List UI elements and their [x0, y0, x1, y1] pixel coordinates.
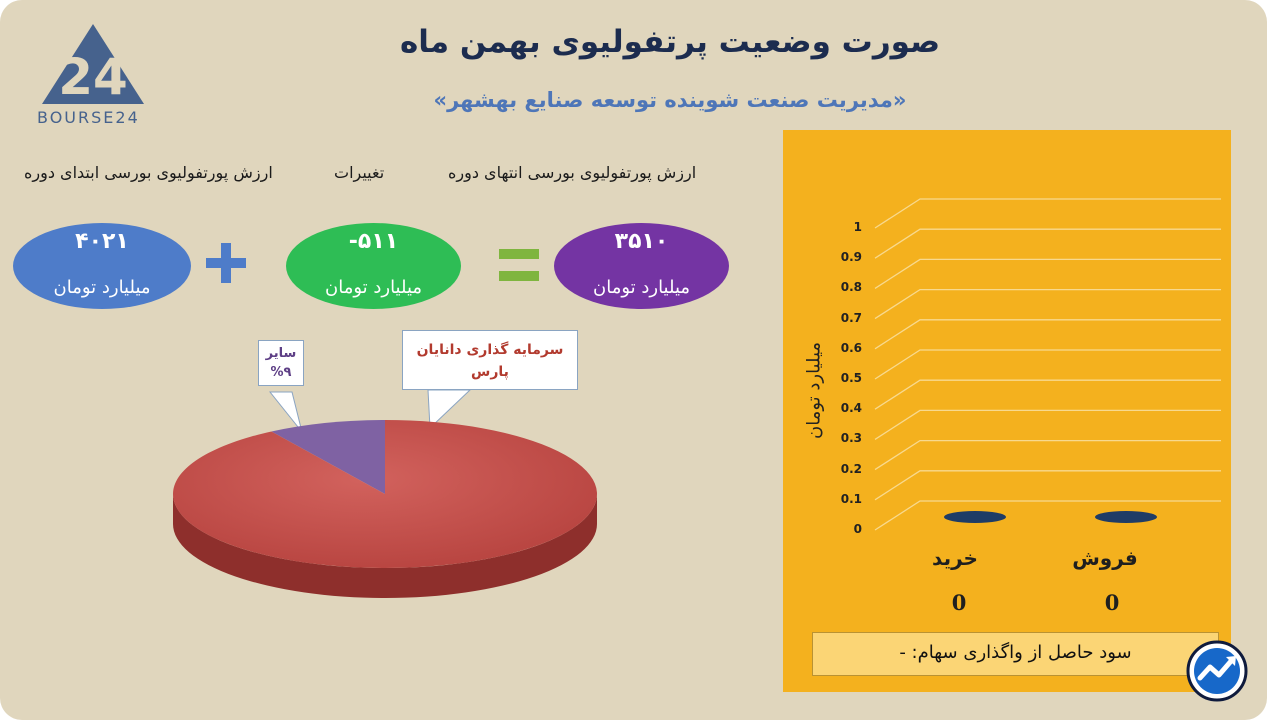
y-tick-label: 0.4	[840, 401, 862, 416]
pie-slice-other	[271, 420, 385, 494]
start-value: ۴۰۲۱	[75, 229, 129, 254]
start-value-label: ارزش پورتفولیوی بورسی ابتدای دوره	[24, 163, 273, 182]
pie-label-other-value: %۹	[270, 365, 292, 380]
y-axis-label: میلیارد تومان	[803, 341, 825, 440]
sale-profit-text: سود حاصل از واگذاری سهام: -	[899, 642, 1132, 663]
y-tick-label: 1	[853, 220, 862, 234]
category-sell: فروش	[1072, 546, 1138, 570]
pie-slice-main	[173, 420, 597, 568]
end-value-label: ارزش پورتفولیوی بورسی انتهای دوره	[448, 163, 697, 182]
y-tick-label: 0.2	[840, 461, 862, 476]
change-label: تغییرات	[334, 163, 385, 182]
y-tick-label: 0.1	[840, 491, 862, 506]
end-value-oval: ۳۵۱۰ میلیارد تومان	[554, 223, 729, 309]
change-unit: میلیارد تومان	[324, 277, 423, 298]
page-subtitle: «مدیریت صنعت شوینده توسعه صنایع بهشهر»	[433, 88, 907, 112]
category-buy: خرید	[932, 546, 978, 570]
logo-text: BOURSE24	[37, 108, 140, 127]
change-value-oval: -۵۱۱ میلیارد تومان	[286, 223, 461, 309]
y-tick-label: 0.3	[840, 431, 862, 446]
start-unit: میلیارد تومان	[53, 277, 151, 298]
y-tick-label: 0	[853, 522, 862, 536]
value-sell: 0	[1104, 590, 1120, 615]
plus-icon	[206, 243, 246, 283]
pie-callout-main: سرمایه گذاری دانایان پارس	[402, 330, 578, 390]
page-title: صورت وضعیت پرتفولیوی بهمن ماه	[399, 24, 941, 60]
pie-label-main: سرمایه گذاری دانایان پارس	[416, 342, 564, 380]
equals-icon	[499, 249, 539, 281]
value-buy: 0	[951, 590, 967, 615]
svg-text:24: 24	[58, 48, 128, 106]
pie-callout-other: سایر %۹	[258, 340, 304, 386]
pie-label-other: سایر	[265, 346, 297, 361]
y-tick-label: 0.6	[840, 340, 862, 355]
change-value: -۵۱۱	[348, 229, 399, 254]
y-tick-label: 0.9	[840, 250, 862, 265]
end-value: ۳۵۱۰	[614, 229, 669, 254]
sale-profit-box: سود حاصل از واگذاری سهام: -	[812, 632, 1219, 676]
bourse24-logo-icon: 24	[42, 24, 144, 106]
start-value-oval: ۴۰۲۱ میلیارد تومان	[13, 223, 191, 309]
y-tick-label: 0.7	[840, 310, 862, 325]
pie-chart	[173, 389, 597, 598]
trend-badge-icon	[1186, 640, 1248, 702]
end-unit: میلیارد تومان	[592, 277, 691, 298]
pie-side	[173, 494, 597, 598]
y-tick-label: 0.8	[840, 280, 862, 295]
y-tick-label: 0.5	[840, 371, 862, 385]
